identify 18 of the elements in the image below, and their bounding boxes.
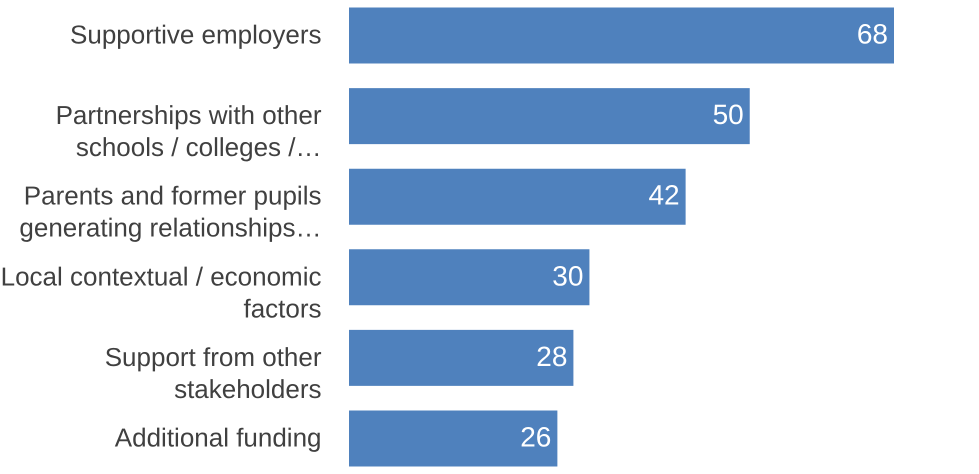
bar [349, 410, 558, 467]
data-label: 26 [520, 422, 552, 453]
data-label: 28 [536, 340, 568, 372]
bar [349, 330, 574, 386]
bar [349, 168, 686, 225]
y-tick-label: Parents and former pupils generating relationships… [19, 180, 322, 243]
bar [349, 88, 750, 144]
y-tick-label: Partnerships with other schools / colleges /… [56, 100, 322, 162]
bar [349, 249, 590, 306]
y-tick-label: Local contextual / economic factors [0, 261, 322, 324]
data-label: 42 [648, 180, 680, 211]
data-label: 68 [856, 18, 888, 50]
y-tick-label: Additional funding [114, 422, 322, 453]
y-tick-label: Support from other stakeholders [104, 342, 322, 404]
data-label: 30 [552, 260, 584, 292]
bar [349, 7, 894, 64]
y-tick-label: Supportive employers [70, 19, 322, 50]
data-label: 50 [712, 99, 744, 130]
